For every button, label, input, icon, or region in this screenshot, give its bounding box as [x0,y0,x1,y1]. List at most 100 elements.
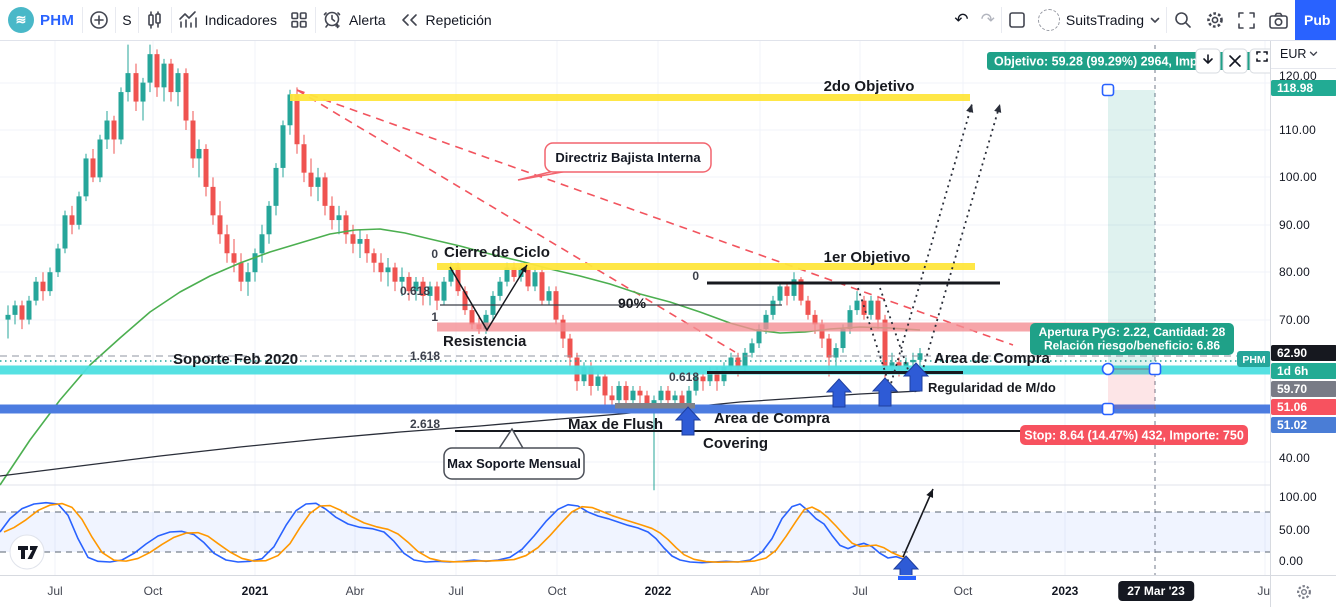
callout-directriz[interactable]: Directriz Bajista Interna [517,142,712,181]
time-tick: 2022 [644,584,672,598]
buy-arrow-icon [902,362,930,392]
divider [314,7,316,33]
svg-text:Max Soporte Mensual: Max Soporte Mensual [447,456,581,471]
gear-icon [1207,12,1223,28]
time-tick: Jul [47,584,63,598]
divider [1166,7,1167,33]
svg-text:Regularidad de M/do: Regularidad de M/do [928,380,1056,395]
price-label-chip: 62.90 [1271,345,1336,361]
layout-select-button[interactable] [1002,7,1032,33]
downtrend-dashed-lines[interactable] [296,89,1014,353]
time-tick: 2023 [1051,584,1079,598]
currency-label: EUR [1280,47,1307,61]
alert-label: Alerta [348,12,386,28]
zigzag-drawing[interactable] [449,264,528,332]
symbol-add-button[interactable] [83,6,115,34]
price-tick: 0.00 [1279,554,1304,568]
camera-icon [1269,12,1288,29]
time-tick: Oct [953,584,973,598]
ma-green-line [0,228,921,486]
buy-arrow-icon [892,555,920,575]
svg-text:Directriz Bajista Interna: Directriz Bajista Interna [555,150,701,165]
publish-button[interactable]: Pub [1295,0,1336,40]
svg-text:Soporte Feb 2020: Soporte Feb 2020 [173,351,298,368]
price-tick: 70.00 [1279,313,1311,327]
svg-text:Covering: Covering [703,435,768,452]
replay-icon [401,14,417,26]
price-label-chip: 51.06 [1271,399,1336,415]
account-name: SuitsTrading [1065,12,1144,28]
svg-text:Apertura PyG: 2.22, Cantidad:: Apertura PyG: 2.22, Cantidad: 28 [1039,325,1226,339]
time-tick: Oct [143,584,163,598]
svg-text:0.618: 0.618 [400,284,430,298]
divider [82,7,84,33]
indicators-button[interactable]: Indicadores [172,6,283,34]
chart-canvas[interactable]: 2do Objetivo 1er Objetivo Cierre de Ciclo R… [0,40,1270,575]
undo-button[interactable]: ↶ [954,10,969,29]
price-label-chip: 1d 6h [1271,363,1336,379]
chevron-down-icon [1310,51,1318,56]
price-tick: 90.00 [1279,218,1311,232]
currency-dropdown[interactable]: EUR [1271,40,1336,69]
drag-handle[interactable] [1148,362,1162,376]
chart-pane[interactable]: 2do Objetivo 1er Objetivo Cierre de Ciclo R… [0,40,1270,575]
alert-button[interactable]: Alerta [316,6,392,34]
quick-search-button[interactable] [1167,6,1199,34]
tradingview-logo[interactable] [9,534,45,570]
long-position-tool[interactable]: Objetivo: 59.28 (99.29%) 2964, Imp Apertu… [987,52,1270,445]
alarm-clock-icon [323,11,341,29]
svg-text:2do Objetivo: 2do Objetivo [824,78,915,95]
replay-label: Repetición [425,12,492,28]
time-tick: Abr [750,584,770,598]
chart-type-button[interactable] [139,6,171,34]
symbol-logo-icon[interactable]: ≋ [8,7,34,33]
divider [115,7,117,33]
layout-templates-button[interactable] [283,6,315,34]
price-tick: 110.00 [1279,123,1317,137]
axis-settings-corner[interactable] [1270,575,1336,607]
buy-arrows[interactable] [674,362,930,575]
svg-text:1er Objetivo: 1er Objetivo [824,249,911,266]
svg-text:Stop: 8.64 (14.47%) 432, Impor: Stop: 8.64 (14.47%) 432, Importe: 750 [1024,429,1244,443]
drag-handle[interactable] [1101,83,1115,97]
layout-name-menu[interactable]: SuitsTrading [1032,5,1166,35]
interval-button[interactable]: S [122,12,132,28]
dotted-projection-arrows[interactable] [857,103,1002,396]
settings-button[interactable] [1199,6,1231,34]
grid [0,40,1270,575]
redo-button[interactable]: ↷ [980,10,995,29]
replay-button[interactable]: Repetición [392,7,498,33]
time-tick: Jul [1257,584,1273,598]
svg-text:0: 0 [431,247,438,261]
drag-handle[interactable] [1101,402,1115,416]
price-tick: 100.00 [1279,170,1317,184]
gear-icon [1297,584,1311,599]
time-tick: Oct [547,584,567,598]
stoch-breakout-arrow[interactable] [902,488,934,558]
symbol-name[interactable]: PHM [40,11,75,29]
buy-arrow-icon [825,378,853,408]
annotation-labels: 2do Objetivo 1er Objetivo Cierre de Ciclo R… [173,78,1056,452]
time-tick: Jul [448,584,464,598]
floating-toolbar[interactable] [1195,48,1270,74]
drag-handle[interactable] [1101,362,1115,376]
fullscreen-button[interactable] [1231,7,1262,34]
candlesticks [5,44,923,491]
replay-position-marker[interactable] [898,576,916,580]
chevron-down-icon [1150,17,1160,23]
svg-text:2.618: 2.618 [410,417,440,431]
divider [170,7,172,33]
stoch-d-line [3,502,909,564]
snapshot-button[interactable] [1262,7,1295,34]
svg-text:1: 1 [431,310,438,324]
price-axis[interactable]: EUR 120.00 110.00 100.00 90.00 80.00 70.00 40.… [1270,40,1336,575]
fullscreen-icon [1238,11,1255,29]
stochastic-indicator [0,501,1270,564]
svg-text:Area de Compra: Area de Compra [934,350,1051,367]
time-axis[interactable]: Jul Oct 2021 Abr Jul Oct 2022 Abr Jul Oct 2023 Jul … [0,575,1273,607]
callout-max-soporte[interactable]: Max Soporte Mensual [443,427,585,480]
gray-consolidation-box[interactable] [615,403,695,409]
profit-zone [1108,90,1155,369]
date-badge: 27 Mar '23 [1118,581,1194,601]
svg-text:Relación riesgo/beneficio: 6.8: Relación riesgo/beneficio: 6.86 [1044,339,1220,353]
